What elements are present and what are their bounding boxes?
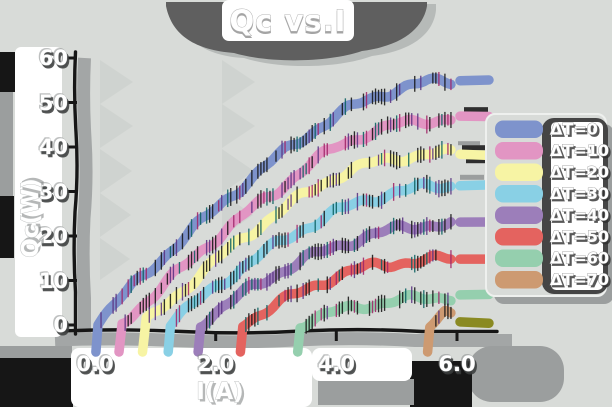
ytick-label-10: 10 xyxy=(39,269,68,293)
chart-title: Qc vs.I xyxy=(230,4,347,38)
ytick-label-50: 50 xyxy=(39,91,68,115)
series-0-end-cap xyxy=(455,75,494,86)
legend-swatch-dt70 xyxy=(495,271,543,289)
series-6-end-cap xyxy=(455,289,494,300)
series-7-end-cap xyxy=(455,317,494,328)
y-spine-shadow xyxy=(76,57,93,340)
series-0-line xyxy=(91,73,456,357)
series-0-hatch-marks xyxy=(100,71,452,329)
left-label-band xyxy=(0,47,62,337)
xtick-label-2: 2.0 xyxy=(197,352,234,376)
series-2-hatch-marks xyxy=(148,141,452,323)
legend-label-dt50: ΔT=50 xyxy=(550,227,609,246)
series-3-end-cap xyxy=(455,180,494,191)
series-2-cap-shadow xyxy=(466,159,490,164)
legend-item: ΔT=50 xyxy=(495,227,609,246)
series-3-hatch-marks xyxy=(175,174,452,327)
series-3-line xyxy=(163,178,456,357)
series-7-hatch-marks xyxy=(435,303,452,327)
series-2-end-cap xyxy=(455,149,494,161)
legend-item: ΔT=0 xyxy=(495,119,598,139)
legend-item: ΔT=40 xyxy=(495,205,609,225)
legend-label-dt30: ΔT=30 xyxy=(550,184,609,203)
series-6-hatch-marks xyxy=(305,286,449,334)
legend-swatch-dt40 xyxy=(495,206,543,224)
legend-item: ΔT=70 xyxy=(495,270,609,289)
legend-item: ΔT=30 xyxy=(495,184,609,203)
xtick-label-0: 0.0 xyxy=(76,352,113,376)
legend-item: ΔT=10 xyxy=(495,141,609,160)
ytick-label-20: 20 xyxy=(39,224,68,248)
ytick-label-40: 40 xyxy=(39,135,68,159)
legend: ΔT=0 ΔT=10 ΔT=20 ΔT=30 ΔT=40 ΔT=50 ΔT=60 xyxy=(485,113,612,304)
y-axis-label: Qc(W) xyxy=(18,178,44,258)
series-1-hatch-marks xyxy=(124,111,452,331)
title-box xyxy=(222,0,354,41)
legend-swatch-dt20 xyxy=(495,163,543,181)
xtick-label-6: 6.0 xyxy=(438,352,475,376)
ytick-label-30: 30 xyxy=(39,180,68,204)
series-5-hatch-marks xyxy=(245,249,452,333)
legend-swatch-dt10 xyxy=(495,142,543,160)
legend-item: ΔT=20 xyxy=(495,162,609,182)
series-5-line xyxy=(235,250,456,357)
bottom-label-band xyxy=(0,346,564,407)
series-3-cap-shadow xyxy=(460,174,484,180)
series-2-cap-shadow xyxy=(458,141,480,146)
series-2-cap-shadow xyxy=(462,145,488,151)
ytick-label-0: 0 xyxy=(53,313,68,337)
series-4-hatch-marks xyxy=(205,214,452,332)
legend-label-panel xyxy=(551,122,603,290)
legend-swatch-dt50 xyxy=(495,228,543,246)
legend-label-dt0: ΔT=0 xyxy=(550,120,598,139)
xtick-label-4: 4.0 xyxy=(318,352,355,376)
legend-swatch-dt60 xyxy=(495,249,543,267)
legend-label-dt60: ΔT=60 xyxy=(550,249,609,268)
y-axis-spine xyxy=(72,50,79,336)
series-1-cap-shadow xyxy=(464,107,488,113)
legend-item: ΔT=60 xyxy=(495,248,609,268)
legend-label-dt10: ΔT=10 xyxy=(550,141,609,160)
curves-group xyxy=(91,71,494,357)
legend-label-dt20: ΔT=20 xyxy=(550,163,609,182)
legend-swatch-dt0 xyxy=(495,120,543,138)
legend-label-dt40: ΔT=40 xyxy=(550,206,609,225)
series-6-line xyxy=(292,289,456,357)
legend-label-dt70: ΔT=70 xyxy=(550,270,609,289)
legend-swatch-dt30 xyxy=(495,185,543,203)
ytick-label-60: 60 xyxy=(39,46,68,70)
x-axis-label: I(A) xyxy=(196,379,243,405)
